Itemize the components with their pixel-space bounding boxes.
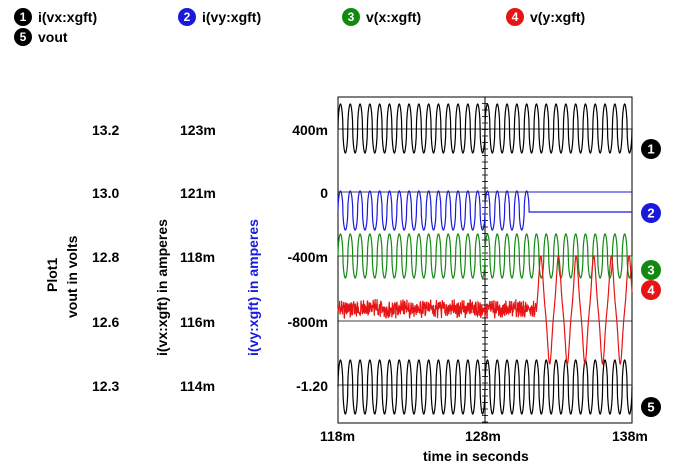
series-marker-1 xyxy=(641,139,661,159)
legend-badge-3: 3 xyxy=(342,8,360,26)
ivx-tick: 114m xyxy=(180,378,216,394)
v-tick: 400m xyxy=(292,122,328,138)
legend-item-5[interactable]: 5 vout xyxy=(14,28,68,46)
ivx-tick: 123m xyxy=(180,122,216,138)
legend-badge-1: 1 xyxy=(14,8,32,26)
legend-badge-4: 4 xyxy=(506,8,524,26)
x-tick: 118m xyxy=(320,428,356,444)
x-tick: 138m xyxy=(612,428,648,444)
series-marker-2 xyxy=(641,203,661,223)
legend-label-2: i(vy:xgft) xyxy=(202,9,262,25)
legend-item-4[interactable]: 4 v(y:xgft) xyxy=(506,8,585,26)
x-axis-title: time in seconds xyxy=(423,448,529,464)
x-tick: 128m xyxy=(465,428,501,444)
v-tick: 0 xyxy=(320,185,328,201)
series-marker-3 xyxy=(641,260,661,280)
series-marker-label-1: 1 xyxy=(647,142,654,157)
series-marker-label-5: 5 xyxy=(647,400,654,415)
series-vy-line xyxy=(337,254,633,366)
ivx-tick: 118m xyxy=(180,249,216,265)
ivx-tick: 121m xyxy=(180,185,216,201)
legend-item-1[interactable]: 1 i(vx:xgft) xyxy=(14,8,97,26)
vout-tick: 12.8 xyxy=(92,249,120,265)
ivx-tick: 116m xyxy=(180,314,216,330)
series-marker-label-3: 3 xyxy=(647,263,654,278)
series-ivx-line xyxy=(337,103,633,154)
legend-badge-5: 5 xyxy=(14,28,32,46)
series-vout-line xyxy=(337,359,633,415)
v-tick: -800m xyxy=(287,314,328,330)
series-marker-label-2: 2 xyxy=(647,206,654,221)
series-vx-line xyxy=(337,233,633,279)
legend-item-2[interactable]: 2 i(vy:xgft) xyxy=(178,8,261,26)
vout-tick: 12.3 xyxy=(92,378,120,394)
legend-label-3: v(x:xgft) xyxy=(366,9,422,25)
v-tick: -400m xyxy=(287,249,328,265)
legend-item-3[interactable]: 3 v(x:xgft) xyxy=(342,8,421,26)
series-marker-label-4: 4 xyxy=(647,283,655,298)
vout-tick: 13.2 xyxy=(92,122,120,138)
legend-badge-2: 2 xyxy=(178,8,196,26)
vout-tick: 12.6 xyxy=(92,314,120,330)
v-tick: -1.20 xyxy=(296,378,328,394)
series-marker-4 xyxy=(641,280,661,300)
vout-tick: 13.0 xyxy=(92,185,120,201)
series-ivy-line xyxy=(337,190,632,231)
legend: 1 i(vx:xgft) 2 i(vy:xgft) 3 v(x:xgft) 4 … xyxy=(0,0,678,70)
legend-label-1: i(vx:xgft) xyxy=(38,9,98,25)
legend-label-4: v(y:xgft) xyxy=(530,9,586,25)
legend-label-5: vout xyxy=(38,29,68,45)
series-marker-5 xyxy=(641,397,661,417)
